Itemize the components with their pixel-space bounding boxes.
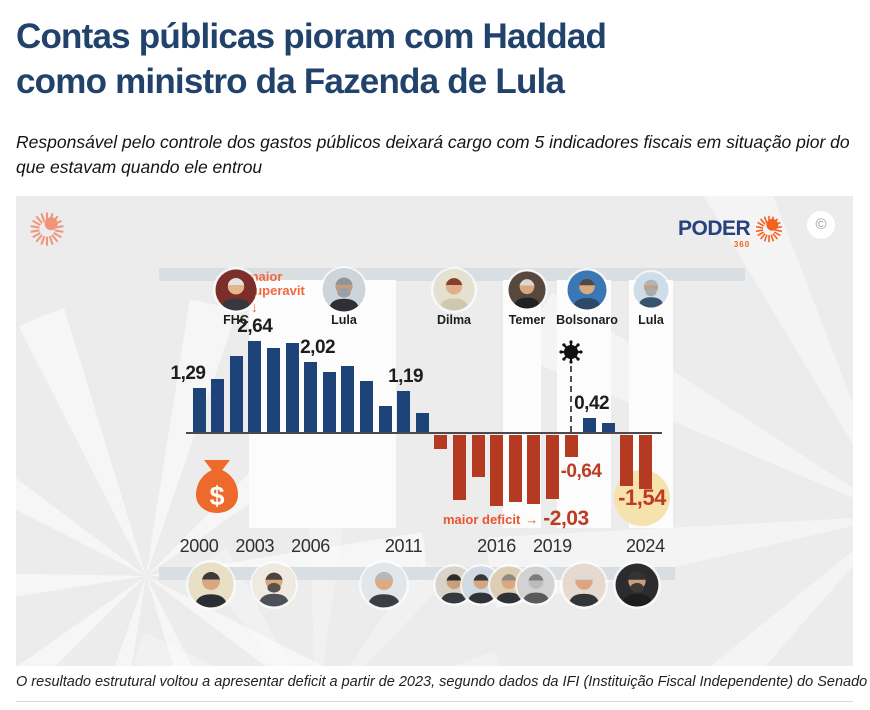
president-photo-2 [322, 268, 366, 312]
president-photo-3 [433, 269, 475, 311]
bar-2003 [248, 340, 262, 433]
article-subtitle: Responsável pelo controle dos gastos púb… [16, 132, 850, 177]
value-label-2003: 2,64 [237, 315, 273, 337]
value-label-2021: 0,42 [574, 393, 610, 415]
bar-2011 [397, 391, 411, 433]
bar-2023 [620, 435, 634, 486]
down-arrow-icon: ↓ [251, 299, 258, 315]
minister-photo-1 [188, 562, 234, 608]
bar-2007 [322, 372, 336, 433]
value-label-2020: -0,64 [560, 461, 602, 483]
bar-2015 [471, 435, 485, 477]
svg-text:$: $ [209, 481, 224, 511]
x-tick-2003: 2003 [235, 536, 275, 556]
bar-2005 [285, 343, 299, 433]
bar-2010 [378, 406, 392, 433]
poder360-logo: PODER 360 [678, 214, 784, 249]
page-title-line1: Contas públicas pioram com Haddad [16, 17, 607, 56]
highlight-value-label: -1,54 [618, 485, 666, 510]
bottom-divider [16, 701, 853, 702]
president-label-3: Dilma [436, 313, 472, 327]
fiscal-infographic: PODER 360 © $2000 2003 2006 2011 2016 2019 202… [16, 196, 853, 666]
poder360-logo-360: 360 [733, 240, 751, 249]
bar-2009 [359, 380, 373, 433]
value-label-2006: 2,02 [300, 337, 336, 359]
minister-photo-8 [562, 563, 606, 607]
president-photo-1 [215, 269, 257, 311]
chart-caption: O resultado estrutural voltou a apresent… [16, 674, 868, 690]
bar-2022 [601, 422, 615, 433]
president-label-2: Lula [331, 313, 357, 327]
page-title: Contas públicas pioram com Haddad como m… [16, 14, 856, 104]
copyright-icon: © [807, 211, 835, 239]
x-tick-2024: 2024 [625, 536, 665, 556]
minister-photo-3 [361, 562, 407, 608]
poder360-logo-sunburst-icon [754, 214, 784, 244]
bar-2006 [304, 362, 318, 433]
x-tick-2019: 2019 [532, 536, 572, 556]
value-label-2000: 1,29 [170, 362, 206, 384]
poder360-corner-sunburst-icon [28, 210, 66, 248]
page-title-line2: como ministro da Fazenda de Lula [16, 62, 565, 101]
minister-photo-5 [462, 566, 500, 604]
value-label-2011: 1,19 [388, 366, 424, 388]
bar-2020 [564, 435, 578, 458]
president-label-1: FHC [223, 313, 249, 327]
minister-photo-7 [517, 566, 555, 604]
poder360-logo-text: PODER [678, 217, 751, 240]
president-label-4: Temer [508, 313, 546, 327]
bar-2012 [415, 413, 429, 433]
bar-2024 [638, 435, 652, 489]
president-photo-5 [567, 270, 607, 310]
x-tick-2000: 2000 [179, 536, 219, 556]
x-tick-2016: 2016 [477, 536, 517, 556]
bar-2002 [229, 356, 243, 433]
minister-photo-2 [252, 563, 296, 607]
covid-virus-icon [558, 339, 584, 365]
minister-photo-9 [615, 563, 659, 607]
president-photo-4 [508, 271, 546, 309]
annotation-maior-superavit: maior superavit ↓ [247, 269, 305, 315]
x-tick-2006: 2006 [291, 536, 331, 556]
annotation-maior-deficit: maior deficit → -2,03 [443, 507, 589, 530]
minister-photo-6 [490, 566, 528, 604]
bar-2001 [211, 378, 225, 433]
bar-2016 [490, 435, 504, 507]
bar-2014 [452, 435, 466, 500]
bar-2013 [434, 435, 448, 449]
bar-2000 [192, 387, 206, 433]
money-bag-icon: $ [189, 458, 245, 522]
bar-2019 [545, 435, 559, 499]
covid-dashed-line [570, 366, 572, 432]
bar-2004 [266, 348, 280, 433]
president-label-6: Lula [638, 313, 664, 327]
bar-2018 [527, 435, 541, 504]
x-axis-line [186, 432, 662, 434]
bar-2008 [341, 365, 355, 433]
president-photo-6 [633, 272, 669, 308]
president-label-5: Bolsonaro [556, 313, 618, 327]
bar-2021 [583, 418, 597, 433]
term-band-3 [557, 280, 611, 528]
x-tick-2011: 2011 [384, 536, 423, 556]
bar-2017 [508, 435, 522, 502]
minister-photo-4 [435, 566, 473, 604]
